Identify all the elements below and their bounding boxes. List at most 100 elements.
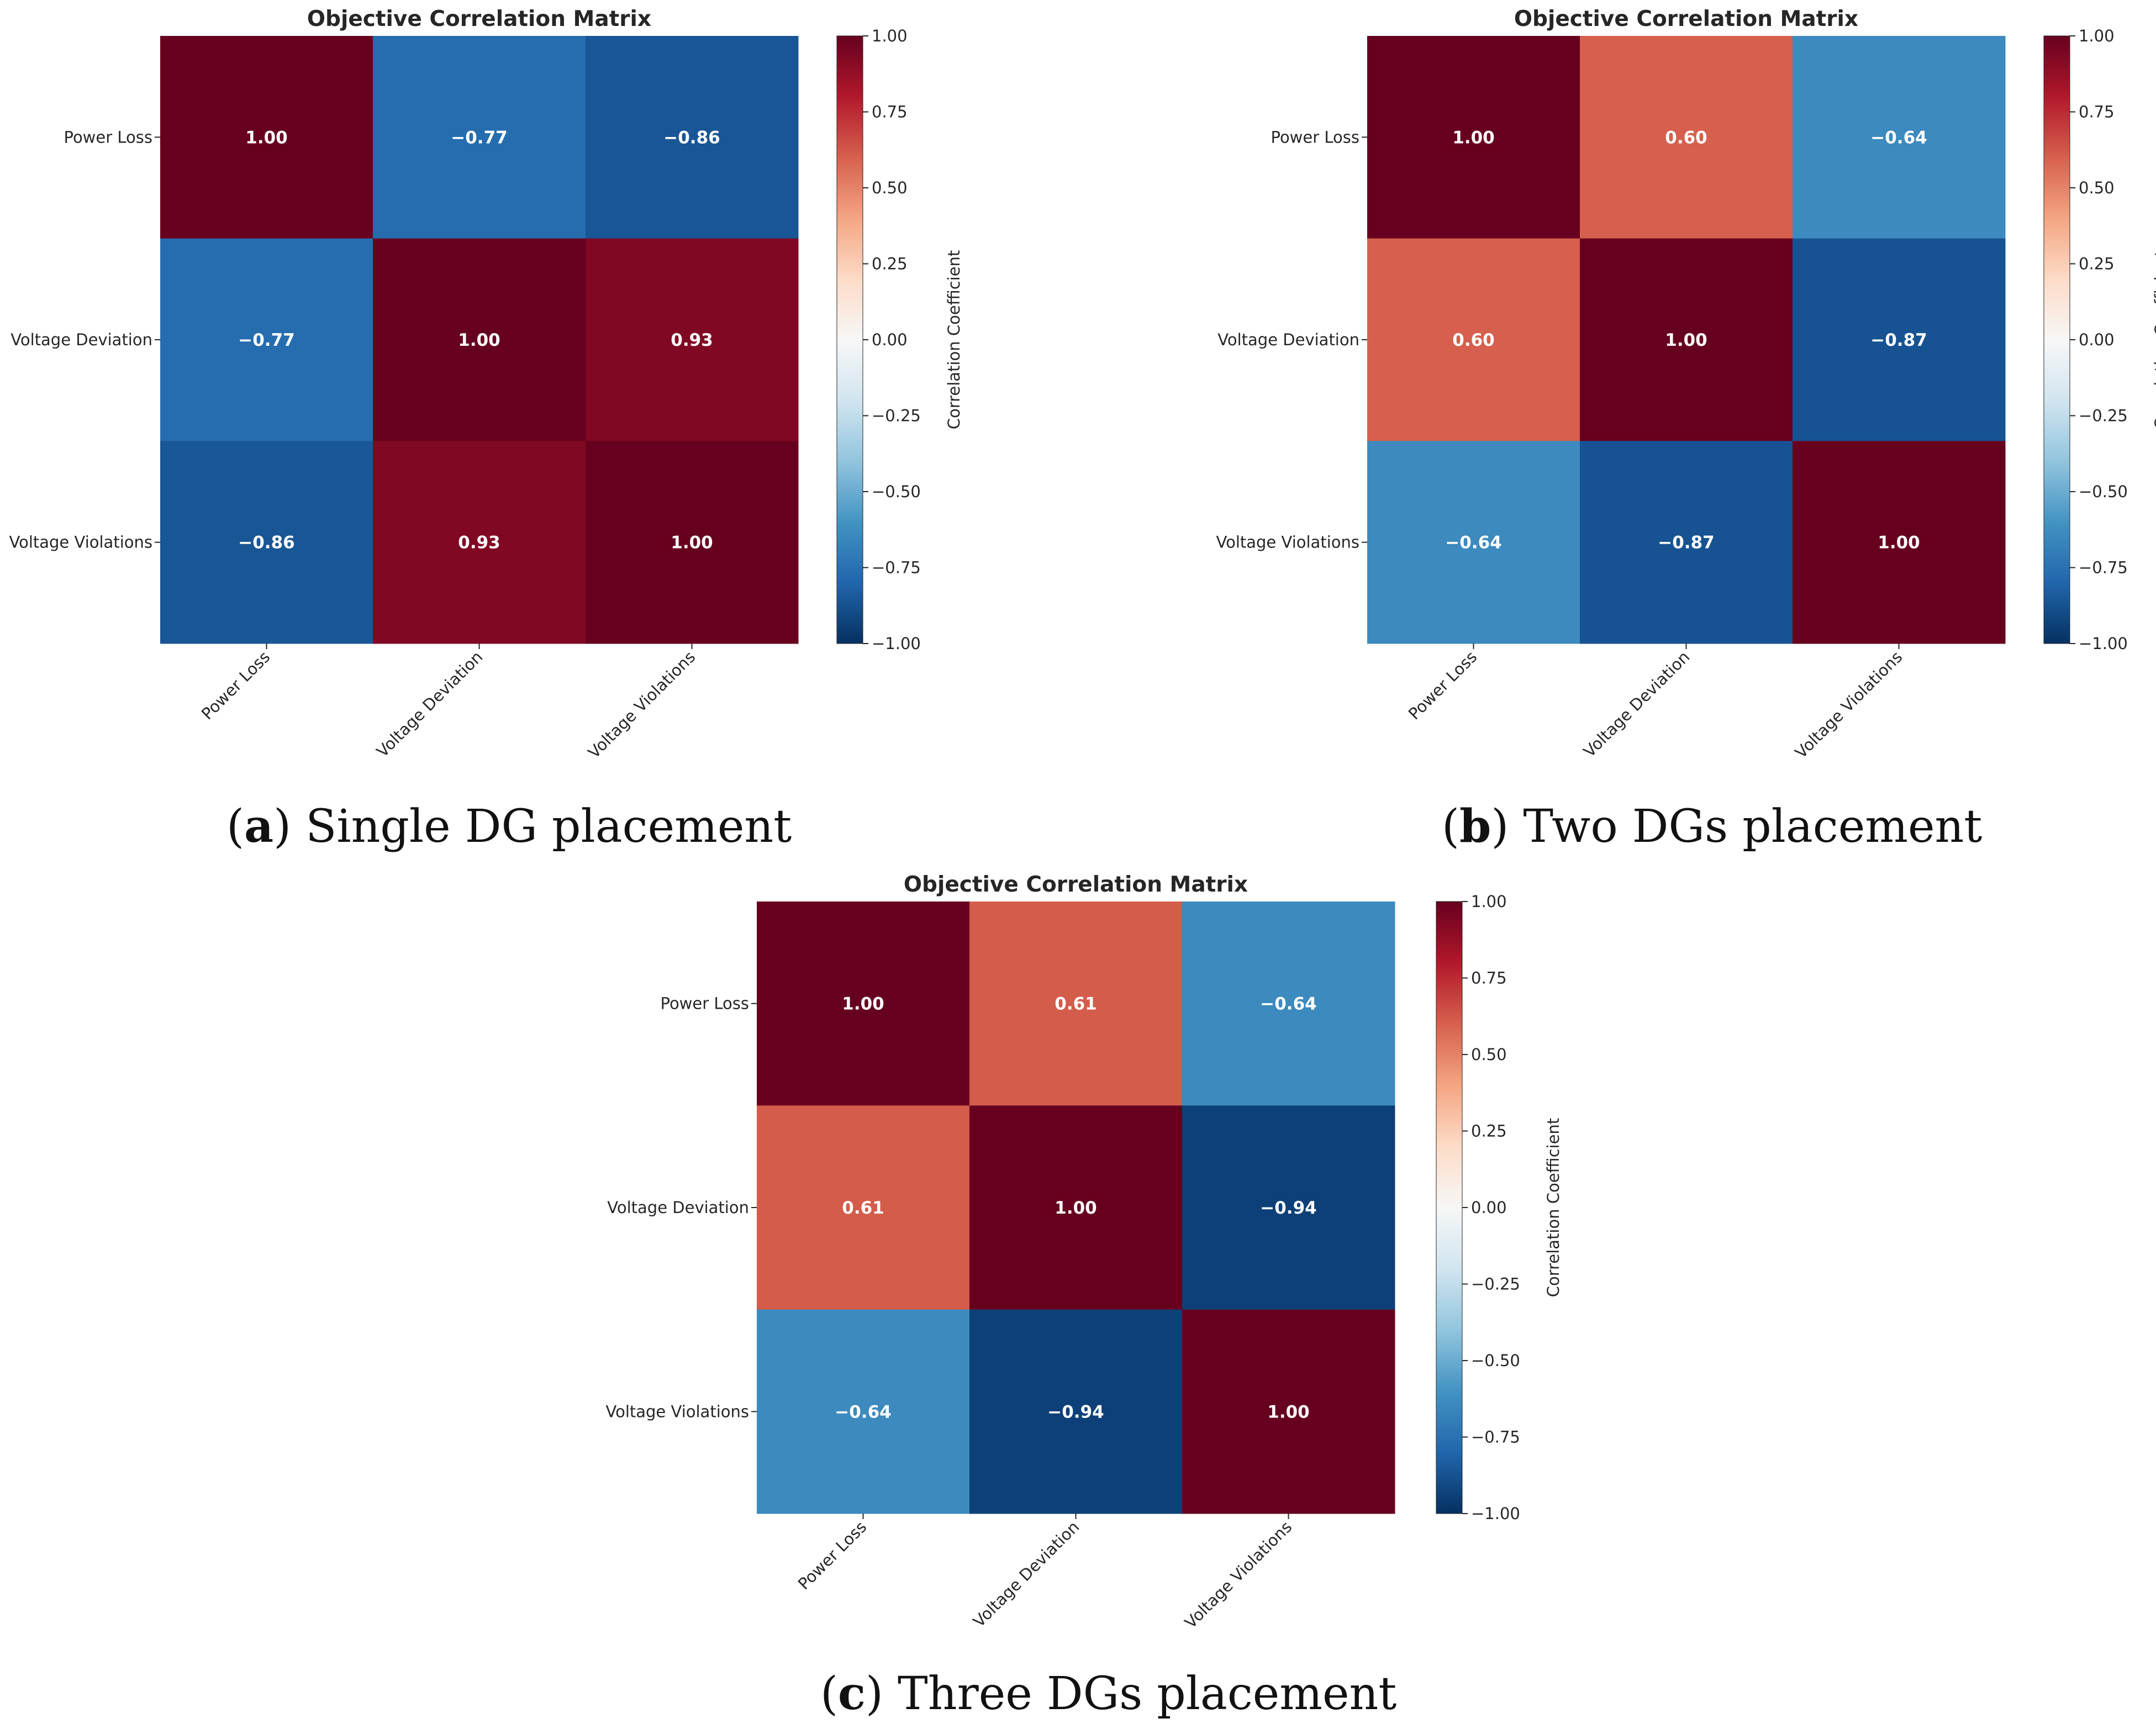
cell-value-label: −0.64 <box>1445 533 1501 553</box>
caption-b: (b) Two DGs placement <box>1442 800 1983 853</box>
cell-value-label: −0.77 <box>238 330 294 350</box>
cell-value-label: 1.00 <box>1452 128 1495 147</box>
heatmap-cell <box>1793 238 2006 441</box>
caption-c: (c) Three DGs placement <box>820 1667 1397 1720</box>
heatmap-cell <box>1367 441 1580 644</box>
cell-value-label: 1.00 <box>1055 1198 1097 1218</box>
heatmap-cell <box>757 902 970 1106</box>
cell-value-label: 0.60 <box>1665 128 1707 147</box>
cell-value-label: 1.00 <box>1878 533 1920 553</box>
heatmap-cell <box>969 1309 1183 1514</box>
x-tick-label: Voltage Violations <box>584 647 699 762</box>
colorbar <box>836 35 863 644</box>
colorbar <box>1436 901 1463 1514</box>
caption-b-label: b <box>1459 800 1491 853</box>
colorbar-tick-label: 0.25 <box>1471 1122 1507 1141</box>
y-tick-label: Voltage Violations <box>1216 533 1360 552</box>
heatmap-panel-b: Objective Correlation Matrix 1.00 0.60 −0.6… <box>1216 7 2156 762</box>
colorbar-tick-label: −0.50 <box>1471 1351 1520 1370</box>
caption-a-text: Single DG placement <box>305 800 792 853</box>
caption-a-label: a <box>244 800 274 853</box>
y-tick-label: Voltage Deviation <box>607 1198 749 1217</box>
y-tick-label: Voltage Deviation <box>1217 330 1359 349</box>
cell-value-label: 0.61 <box>842 1198 884 1218</box>
chart-title: Objective Correlation Matrix <box>307 7 651 31</box>
cell-value-label: 0.61 <box>1055 994 1097 1014</box>
cell-value-label: 1.00 <box>842 994 884 1014</box>
heatmap-cell <box>1182 1105 1395 1310</box>
cell-value-label: 1.00 <box>671 533 713 553</box>
cell-value-label: 0.93 <box>671 330 713 350</box>
colorbar-label: Correlation Coefficient <box>945 250 963 430</box>
heatmap-cell <box>757 1309 970 1514</box>
heatmap-cell <box>1182 902 1395 1106</box>
cell-value-label: 1.00 <box>1267 1402 1310 1422</box>
colorbar-tick-label: −0.75 <box>2079 558 2128 577</box>
y-tick-label: Power Loss <box>64 128 152 146</box>
heatmap-cell <box>586 238 799 441</box>
chart-title: Objective Correlation Matrix <box>1514 7 1858 31</box>
heatmap-cell <box>160 36 373 239</box>
y-tick-label: Voltage Violations <box>9 533 153 552</box>
cell-value-label: −0.86 <box>238 533 294 553</box>
caption-b-text: Two DGs placement <box>1523 800 1983 853</box>
heatmap-cell <box>1580 36 1793 239</box>
cell-value-label: 1.00 <box>245 128 288 147</box>
x-tick-label: Voltage Deviation <box>373 647 487 761</box>
cell-value-label: −0.64 <box>1870 128 1927 147</box>
heatmap-cell <box>373 36 586 239</box>
cell-value-label: −0.94 <box>1047 1402 1104 1422</box>
heatmap-cell <box>586 441 799 644</box>
cell-value-label: 1.00 <box>458 330 500 350</box>
heatmap-cell <box>1580 441 1793 644</box>
y-tick-label: Voltage Violations <box>606 1402 750 1421</box>
y-tick-label: Voltage Deviation <box>10 330 152 349</box>
colorbar-tick-label: −1.00 <box>1471 1504 1520 1523</box>
colorbar-tick-label: 0.50 <box>1471 1045 1507 1064</box>
colorbar-tick-label: −0.50 <box>2079 482 2128 501</box>
cell-value-label: 0.93 <box>458 533 500 553</box>
y-tick-label: Power Loss <box>1271 128 1359 146</box>
colorbar-tick-label: −0.75 <box>872 558 921 577</box>
heatmap-cell <box>586 36 799 239</box>
colorbar-tick-label: 0.50 <box>2079 178 2115 197</box>
colorbar-tick-label: 0.25 <box>2079 255 2115 273</box>
x-tick-label: Voltage Violations <box>1791 647 1906 762</box>
heatmap-cell <box>1367 238 1580 441</box>
colorbar-tick-label: 0.25 <box>872 255 908 273</box>
colorbar-tick-label: −0.25 <box>872 407 921 425</box>
heatmap-cell <box>1367 36 1580 239</box>
colorbar-tick-label: 0.50 <box>872 178 908 197</box>
heatmap-cell <box>1793 36 2006 239</box>
chart-title: Objective Correlation Matrix <box>904 872 1248 897</box>
colorbar-tick-label: −0.50 <box>872 482 921 501</box>
colorbar-tick-label: −1.00 <box>872 634 921 653</box>
cell-value-label: −0.87 <box>1870 330 1927 350</box>
colorbar-label: Correlation Coefficient <box>1544 1118 1563 1298</box>
y-tick-label: Power Loss <box>660 994 749 1013</box>
colorbar-tick-label: 0.00 <box>872 330 908 349</box>
colorbar-tick-label: 1.00 <box>1471 892 1507 911</box>
heatmap-cell <box>757 1105 970 1310</box>
heatmap-cell <box>1793 441 2006 644</box>
colorbar-tick-label: 0.75 <box>1471 969 1507 988</box>
x-tick-label: Power Loss <box>1405 647 1481 724</box>
x-tick-label: Voltage Deviation <box>969 1517 1083 1631</box>
x-tick-label: Power Loss <box>794 1517 871 1594</box>
cell-value-label: −0.64 <box>835 1402 891 1422</box>
colorbar-tick-label: 1.00 <box>872 27 908 45</box>
colorbar-tick-label: −1.00 <box>2079 634 2128 653</box>
heatmap-cell <box>969 1105 1183 1310</box>
cell-value-label: −0.94 <box>1260 1198 1316 1218</box>
colorbar-tick-label: −0.75 <box>1471 1428 1520 1447</box>
heatmap-cell <box>1182 1309 1395 1514</box>
colorbar-tick-label: −0.25 <box>1471 1275 1520 1294</box>
heatmap-cell <box>1580 238 1793 441</box>
colorbar <box>2043 35 2070 644</box>
heatmap-cell <box>373 238 586 441</box>
cell-value-label: −0.77 <box>451 128 507 147</box>
cell-value-label: −0.86 <box>663 128 720 147</box>
colorbar-tick-label: 0.00 <box>2079 330 2115 349</box>
caption-c-text: Three DGs placement <box>898 1668 1397 1720</box>
x-tick-label: Power Loss <box>198 647 274 724</box>
